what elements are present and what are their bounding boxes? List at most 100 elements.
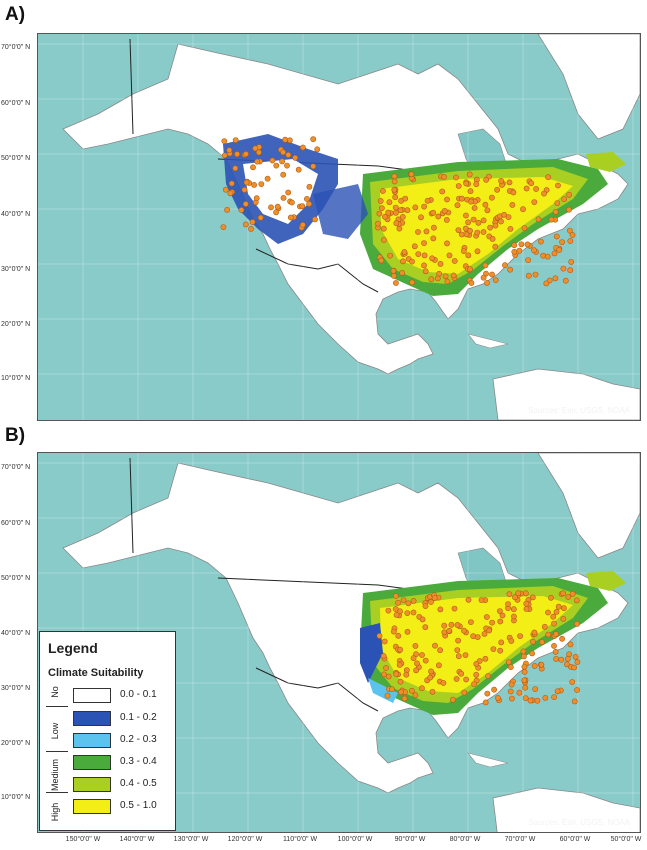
occurrence-point — [462, 652, 469, 658]
occurrence-point — [532, 271, 539, 278]
occurrence-point — [418, 685, 425, 692]
occurrence-point — [561, 196, 567, 203]
occurrence-point — [511, 248, 518, 255]
occurrence-point — [529, 594, 536, 601]
occurrence-point — [455, 227, 462, 233]
occurrence-point — [560, 615, 567, 622]
occurrence-point — [510, 606, 517, 613]
lat-label-a-20: 20°0'0" N — [1, 321, 31, 328]
occurrence-point — [553, 233, 560, 240]
occurrence-point — [537, 238, 544, 245]
occurrence-point — [510, 613, 517, 620]
lat-label-b-70: 70°0'0" N — [1, 464, 31, 471]
occurrence-point — [242, 221, 249, 228]
occurrence-point — [465, 596, 472, 603]
occurrence-point — [228, 180, 235, 187]
occurrence-point — [507, 266, 513, 273]
occurrence-point — [285, 189, 292, 196]
occurrence-point — [545, 174, 552, 181]
occurrence-point — [506, 179, 513, 186]
occurrence-point — [517, 633, 523, 639]
occurrence-point — [292, 154, 299, 161]
occurrence-point — [282, 136, 289, 143]
occurrence-point — [391, 173, 398, 180]
occurrence-point — [428, 599, 434, 605]
occurrence-point — [533, 186, 539, 192]
occurrence-point — [542, 694, 549, 701]
occurrence-point — [413, 667, 419, 674]
occurrence-point — [375, 220, 381, 227]
occurrence-point — [516, 689, 523, 696]
occurrence-point — [473, 671, 480, 678]
occurrence-point — [400, 597, 407, 603]
occurrence-point — [498, 639, 505, 646]
occurrence-point — [499, 612, 506, 619]
occurrence-point — [408, 687, 415, 694]
occurrence-point — [410, 597, 417, 604]
occurrence-point — [422, 603, 429, 609]
occurrence-point — [286, 137, 293, 144]
south-america — [492, 787, 640, 832]
occurrence-point — [388, 686, 395, 693]
occurrence-point — [450, 696, 456, 703]
occurrence-point — [303, 195, 310, 202]
occurrence-point — [521, 669, 528, 675]
greenland — [537, 34, 640, 140]
occurrence-point — [521, 677, 528, 684]
occurrence-point — [274, 203, 281, 210]
occurrence-point — [481, 630, 488, 637]
occurrence-point — [489, 235, 496, 242]
occurrence-point — [482, 655, 489, 662]
occurrence-point — [422, 624, 429, 631]
occurrence-point — [395, 599, 401, 606]
occurrence-point — [432, 642, 438, 649]
lon-label-90w: 90°0'0" W — [394, 836, 426, 843]
us-mexico-border — [255, 248, 379, 293]
occurrence-point — [379, 188, 386, 194]
occurrence-point — [531, 199, 538, 205]
lon-label-100w: 100°0'0" W — [337, 836, 373, 843]
occurrence-point — [552, 275, 559, 282]
occurrence-point — [520, 206, 526, 213]
occurrence-point — [421, 262, 427, 269]
occurrence-point — [548, 594, 554, 601]
occurrence-point — [392, 280, 399, 286]
occurrence-point — [569, 590, 576, 597]
occurrence-point — [391, 178, 398, 185]
legend-swatch-3 — [73, 755, 111, 770]
occurrence-point — [461, 689, 468, 696]
occurrence-point — [486, 627, 493, 634]
occurrence-point — [397, 678, 404, 685]
occurrence-point — [299, 221, 306, 228]
occurrence-point — [226, 147, 233, 154]
occurrence-point — [489, 619, 495, 626]
occurrence-point — [492, 222, 499, 229]
occurrence-point — [404, 207, 411, 214]
occurrence-point — [381, 671, 387, 678]
occurrence-point — [559, 239, 565, 245]
group-label-low: Low — [50, 722, 60, 740]
occurrence-point — [522, 695, 529, 701]
occurrence-point — [523, 605, 530, 612]
occurrence-point — [524, 241, 531, 248]
group-label-no: No — [50, 686, 60, 698]
occurrence-point — [507, 688, 514, 695]
lat-label-b-10: 10°0'0" N — [1, 794, 31, 801]
occurrence-point — [571, 664, 577, 671]
occurrence-point — [273, 209, 279, 216]
occurrence-point — [556, 247, 563, 253]
occurrence-point — [412, 204, 419, 211]
occurrence-point — [403, 671, 410, 678]
occurrence-point — [429, 255, 435, 262]
occurrence-point — [554, 200, 561, 206]
occurrence-point — [483, 176, 489, 183]
occurrence-point — [385, 209, 392, 216]
legend-swatch-5 — [73, 799, 111, 814]
occurrence-point — [461, 627, 467, 634]
map-legend: Legend Climate Suitability No Low Medium… — [39, 631, 176, 831]
occurrence-point — [467, 227, 473, 234]
occurrence-point — [441, 207, 448, 214]
occurrence-point — [396, 661, 403, 668]
occurrence-point — [419, 616, 426, 623]
occurrence-point — [544, 253, 551, 260]
